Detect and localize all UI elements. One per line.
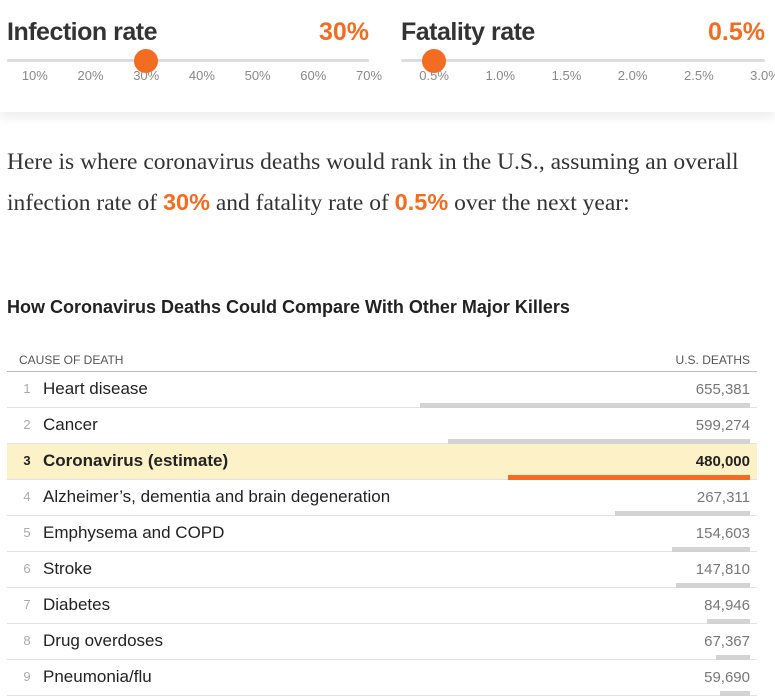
infection-rate-value: 30% [318,18,369,46]
row-rank: 5 [23,525,31,540]
table-row-highlighted: 3 Coronavirus (estimate) 480,000 [7,444,757,480]
fatality-tick-label: 2.0% [617,68,648,83]
row-deaths-bar [508,475,750,480]
row-deaths: 480,000 [695,453,750,470]
table-body: 1 Heart disease 655,381 2 Cancer 599,274 3 Coro… [7,372,757,696]
row-deaths-bar [420,403,750,408]
summary-fatality-rate: 0.5% [394,189,449,215]
fatality-tick-label: 0.5% [419,68,449,83]
table-row: 1 Heart disease 655,381 [7,372,757,408]
row-deaths-bar [719,691,750,696]
fatality-rate-value: 0.5% [708,18,765,46]
infection-rate-slider[interactable]: Infection rate 30% 10% 20% 30% 40% 50% 60% 70% [7,0,382,112]
summary-part-1: Here is where coronavirus deaths would r… [7,149,739,216]
table-row: 6 Stroke 147,810 [7,552,757,588]
infection-rate-title: Infection rate [7,18,157,46]
infection-tick-label: 40% [188,68,215,83]
infection-rate-ticks: 10% 20% 30% 40% 50% 60% 70% [7,68,382,84]
row-cause: Alzheimer’s, dementia and brain degenera… [43,487,391,506]
table-row: 9 Pneumonia/flu 59,690 [7,660,757,696]
table-title: How Coronavirus Deaths Could Compare Wit… [7,297,570,317]
row-deaths-bar [615,511,750,516]
row-rank: 3 [23,453,31,468]
row-rank: 7 [23,597,31,612]
fatality-tick-label: 1.0% [485,68,516,83]
row-cause: Cancer [43,415,98,434]
infection-tick-label: 50% [244,68,271,83]
summary-part-3: over the next year: [448,190,630,216]
row-deaths: 655,381 [695,381,750,398]
infection-tick-label: 10% [21,68,48,83]
table-header: CAUSE OF DEATH U.S. DEATHS [7,345,757,372]
summary-text: Here is where coronavirus deaths would r… [7,142,767,223]
fatality-rate-handle[interactable] [422,49,447,73]
fatality-rate-title: Fatality rate [401,18,535,46]
row-deaths: 147,810 [695,561,750,578]
column-header-deaths: U.S. DEATHS [675,353,750,367]
table-row: 4 Alzheimer’s, dementia and brain degener… [7,480,757,516]
row-deaths: 84,946 [704,597,750,614]
table-row: 8 Drug overdoses 67,367 [7,624,757,660]
infection-tick-label: 70% [355,68,383,83]
row-deaths: 59,690 [704,669,750,686]
fatality-rate-ticks: 0.5% 1.0% 1.5% 2.0% 2.5% 3.0% [401,68,775,84]
infection-rate-track[interactable] [7,59,369,62]
row-deaths-bar [448,439,750,444]
table-row: 7 Diabetes 84,946 [7,588,757,624]
infection-rate-handle[interactable] [134,49,159,73]
row-deaths: 267,311 [696,489,750,506]
column-header-cause: CAUSE OF DEATH [19,353,124,367]
infection-tick-label: 30% [133,68,160,83]
row-cause: Stroke [43,559,93,578]
row-deaths-bar [716,655,750,660]
row-cause: Diabetes [43,595,111,614]
row-deaths: 599,274 [695,417,750,434]
row-cause: Pneumonia/flu [43,667,152,686]
fatality-tick-label: 3.0% [750,68,775,83]
row-deaths-bar [672,547,750,552]
row-cause: Heart disease [43,379,148,398]
fatality-tick-label: 1.5% [551,68,582,83]
fatality-rate-track[interactable] [401,59,765,62]
table-row: 5 Emphysema and COPD 154,603 [7,516,757,552]
row-rank: 9 [23,669,31,684]
row-cause: Coronavirus (estimate) [43,451,229,470]
summary-infection-rate: 30% [162,189,210,215]
rate-controls: Infection rate 30% 10% 20% 30% 40% 50% 60% 70%… [0,0,775,112]
row-cause: Drug overdoses [43,631,164,650]
row-rank: 2 [23,417,31,432]
fatality-tick-label: 2.5% [683,68,714,83]
summary-part-2: and fatality rate of [210,190,395,216]
row-rank: 1 [23,381,31,396]
infection-tick-label: 60% [300,68,327,83]
row-deaths-bar [707,619,750,624]
row-rank: 4 [23,489,31,504]
row-deaths-bar [675,583,750,588]
table-row: 2 Cancer 599,274 [7,408,757,444]
row-deaths: 154,603 [695,525,750,542]
infection-tick-label: 20% [77,68,104,83]
row-rank: 8 [23,633,31,648]
row-deaths: 67,367 [704,633,750,650]
row-rank: 6 [23,561,31,576]
fatality-rate-slider[interactable]: Fatality rate 0.5% 0.5% 1.0% 1.5% 2.0% 2.5% 3… [401,0,775,112]
deaths-table: CAUSE OF DEATH U.S. DEATHS 1 Heart diseas… [7,345,757,696]
row-cause: Emphysema and COPD [43,523,225,542]
